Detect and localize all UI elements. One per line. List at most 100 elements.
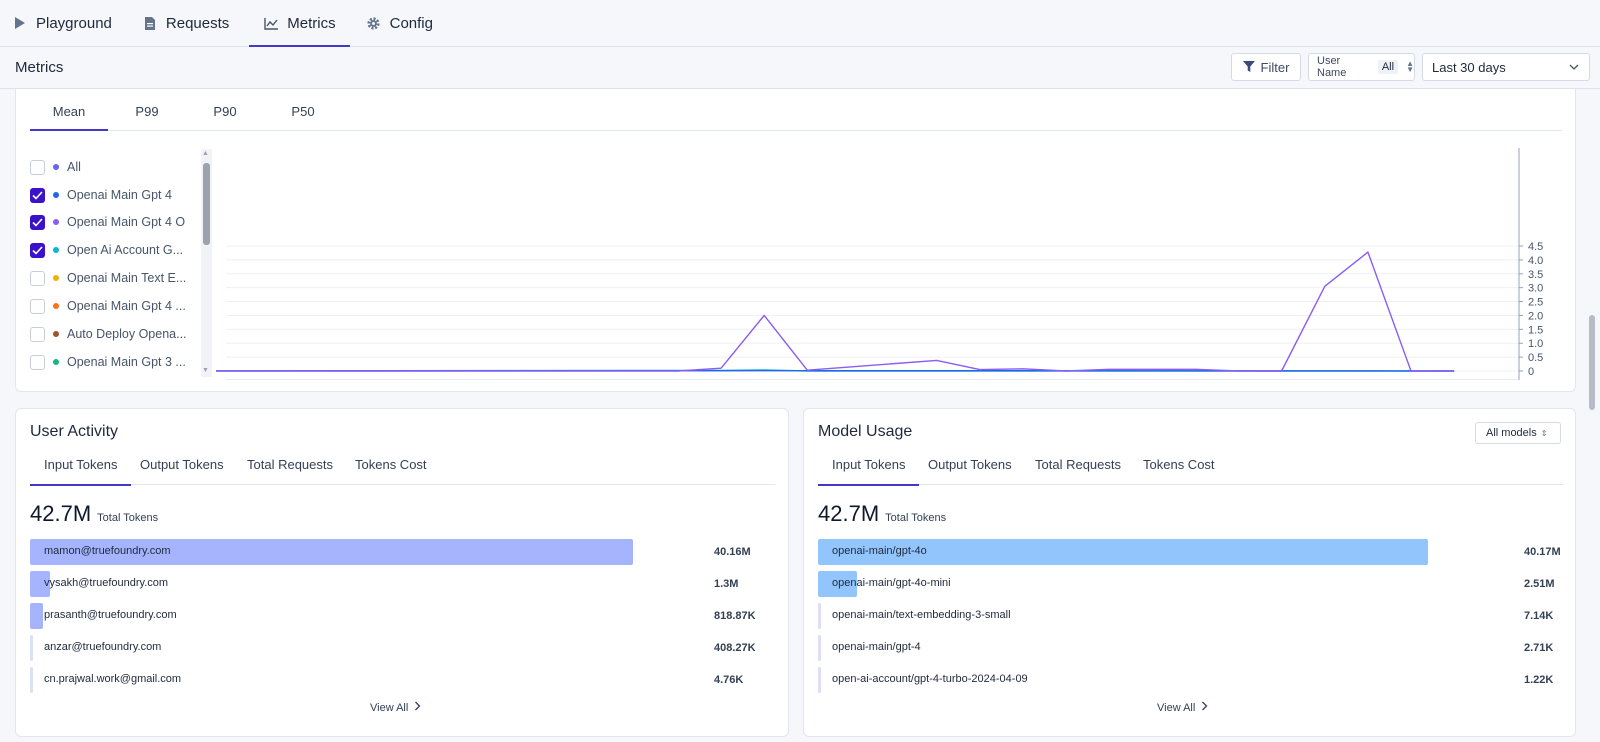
user-activity-title: User Activity bbox=[30, 423, 119, 440]
tab-config[interactable]: Config bbox=[364, 0, 447, 46]
tab-input-tokens[interactable]: Input Tokens bbox=[29, 455, 133, 486]
scroll-down-icon[interactable]: ▼ bbox=[202, 367, 209, 374]
page-scrollbar[interactable] bbox=[1589, 315, 1595, 410]
model-usage-card: Model Usage All models ⇕ Input Tokens Ou… bbox=[803, 408, 1576, 737]
list-item[interactable]: openai-main/gpt-4 2.71K bbox=[818, 635, 1563, 661]
legend-checkbox[interactable] bbox=[30, 242, 45, 258]
legend-checkbox[interactable] bbox=[30, 298, 45, 314]
list-item[interactable]: openai-main/gpt-4o-mini 2.51M bbox=[818, 571, 1563, 597]
user-name-value: All bbox=[1377, 60, 1399, 74]
legend-scroll-thumb[interactable] bbox=[203, 163, 210, 245]
usage-bar bbox=[30, 539, 633, 565]
model-usage-tabs: Input Tokens Output Tokens Total Request… bbox=[817, 455, 1563, 486]
legend-checkbox[interactable] bbox=[30, 326, 45, 342]
tab-p99[interactable]: P99 bbox=[135, 104, 159, 119]
list-item[interactable]: openai-main/text-embedding-3-small 7.14K bbox=[818, 603, 1563, 629]
token-count: 818.87K bbox=[714, 610, 756, 622]
user-name-select[interactable]: User Name All ▲ ▼ bbox=[1308, 53, 1415, 81]
legend-item-all[interactable]: All bbox=[30, 157, 81, 177]
usage-bar bbox=[818, 571, 857, 597]
legend-item-openai-main-gpt-4[interactable]: Openai Main Gpt 4 bbox=[30, 185, 172, 205]
chart-line-icon bbox=[263, 15, 279, 31]
legend-checkbox[interactable] bbox=[30, 354, 45, 370]
model-name: openai-main/gpt-4o bbox=[832, 545, 927, 557]
models-select[interactable]: All models ⇕ bbox=[1475, 422, 1561, 444]
y-tick-label: 3.0 bbox=[1528, 283, 1543, 295]
tab-config-label: Config bbox=[389, 14, 433, 32]
model-usage-title: Model Usage bbox=[818, 423, 913, 440]
models-select-value: All models bbox=[1486, 427, 1537, 439]
total-tokens-label: Total Tokens bbox=[885, 512, 947, 524]
tab-total-requests[interactable]: Total Requests bbox=[1035, 457, 1121, 472]
legend-item-openai-main-gpt-4o[interactable]: Openai Main Gpt 4 O bbox=[30, 212, 185, 232]
token-count: 1.3M bbox=[714, 578, 739, 590]
token-count: 2.71K bbox=[1524, 642, 1554, 654]
legend-item-openai-main-gpt-4-other[interactable]: Openai Main Gpt 4 ... bbox=[30, 296, 186, 316]
series-line bbox=[216, 251, 1455, 372]
tab-metrics-label: Metrics bbox=[287, 14, 336, 32]
series-color-dot bbox=[53, 247, 59, 253]
series-color-dot bbox=[53, 303, 59, 309]
legend-checkbox[interactable] bbox=[30, 270, 45, 286]
tab-total-requests[interactable]: Total Requests bbox=[247, 457, 333, 472]
tab-tokens-cost[interactable]: Tokens Cost bbox=[355, 457, 427, 472]
model-name: openai-main/gpt-4o-mini bbox=[832, 577, 951, 589]
legend-scrollbar[interactable]: ▲ ▼ bbox=[201, 149, 212, 377]
user-email: vysakh@truefoundry.com bbox=[44, 577, 169, 589]
tab-mean[interactable]: Mean bbox=[30, 99, 108, 131]
latency-line-chart: 00.51.01.52.02.53.03.54.04.57 Apr12 Apr1… bbox=[216, 148, 1543, 380]
tab-requests[interactable]: Requests bbox=[140, 0, 243, 46]
usage-bar bbox=[30, 635, 33, 661]
legend-item-openai-main-text-embedding[interactable]: Openai Main Text E... bbox=[30, 268, 186, 288]
token-count: 7.14K bbox=[1524, 610, 1554, 622]
tab-p50[interactable]: P50 bbox=[291, 104, 315, 119]
updown-icon: ⇕ bbox=[1540, 428, 1548, 438]
user-email: prasanth@truefoundry.com bbox=[44, 609, 177, 621]
tab-playground[interactable]: Playground bbox=[10, 0, 126, 46]
token-count: 408.27K bbox=[714, 642, 756, 654]
list-item[interactable]: vysakh@truefoundry.com 1.3M bbox=[30, 571, 775, 597]
user-activity-card: User Activity Input Tokens Output Tokens… bbox=[15, 408, 789, 737]
list-item[interactable]: mamon@truefoundry.com 40.16M bbox=[30, 539, 775, 565]
legend-label: Openai Main Gpt 4 bbox=[67, 188, 172, 202]
model-name: openai-main/text-embedding-3-small bbox=[832, 609, 1011, 621]
filter-icon bbox=[1242, 60, 1255, 75]
list-item[interactable]: cn.prajwal.work@gmail.com 4.76K bbox=[30, 667, 775, 693]
view-all-link[interactable]: View All bbox=[370, 701, 421, 714]
legend-item-auto-deploy[interactable]: Auto Deploy Opena... bbox=[30, 324, 187, 344]
tab-output-tokens[interactable]: Output Tokens bbox=[928, 457, 1012, 472]
legend-checkbox[interactable] bbox=[30, 159, 45, 175]
y-tick-label: 0.5 bbox=[1528, 352, 1543, 364]
date-range-value: Last 30 days bbox=[1432, 59, 1506, 75]
date-range-select[interactable]: Last 30 days bbox=[1422, 53, 1590, 81]
tab-tokens-cost[interactable]: Tokens Cost bbox=[1143, 457, 1215, 472]
list-item[interactable]: open-ai-account/gpt-4-turbo-2024-04-09 1… bbox=[818, 667, 1563, 693]
list-item[interactable]: prasanth@truefoundry.com 818.87K bbox=[30, 603, 775, 629]
usage-bar bbox=[818, 539, 1428, 565]
tab-output-tokens[interactable]: Output Tokens bbox=[140, 457, 224, 472]
chevron-right-icon bbox=[414, 701, 421, 714]
legend-item-open-ai-account[interactable]: Open Ai Account G... bbox=[30, 240, 183, 260]
legend-checkbox[interactable] bbox=[30, 187, 45, 203]
legend-checkbox[interactable] bbox=[30, 214, 45, 230]
usage-bar bbox=[818, 635, 821, 661]
legend-label: All bbox=[67, 160, 81, 174]
usage-bar bbox=[30, 603, 43, 629]
gear-icon bbox=[366, 15, 382, 31]
series-color-dot bbox=[53, 192, 59, 198]
view-all-link[interactable]: View All bbox=[1157, 701, 1208, 714]
user-activity-tabs: Input Tokens Output Tokens Total Request… bbox=[29, 455, 775, 486]
model-name: openai-main/gpt-4 bbox=[832, 641, 921, 653]
legend-item-openai-main-gpt-3[interactable]: Openai Main Gpt 3 ... bbox=[30, 352, 186, 372]
list-item[interactable]: openai-main/gpt-4o 40.17M bbox=[818, 539, 1563, 565]
scroll-up-icon[interactable]: ▲ bbox=[202, 150, 209, 157]
list-item[interactable]: anzar@truefoundry.com 408.27K bbox=[30, 635, 775, 661]
tab-input-tokens[interactable]: Input Tokens bbox=[817, 455, 921, 486]
top-navigation: Playground Requests Metrics Config bbox=[0, 0, 1600, 47]
tab-metrics[interactable]: Metrics bbox=[249, 0, 350, 47]
usage-bar bbox=[818, 667, 821, 693]
total-tokens-label: Total Tokens bbox=[97, 512, 159, 524]
tab-p90[interactable]: P90 bbox=[213, 104, 237, 119]
filter-button[interactable]: Filter bbox=[1231, 53, 1301, 81]
user-email: cn.prajwal.work@gmail.com bbox=[44, 673, 182, 685]
